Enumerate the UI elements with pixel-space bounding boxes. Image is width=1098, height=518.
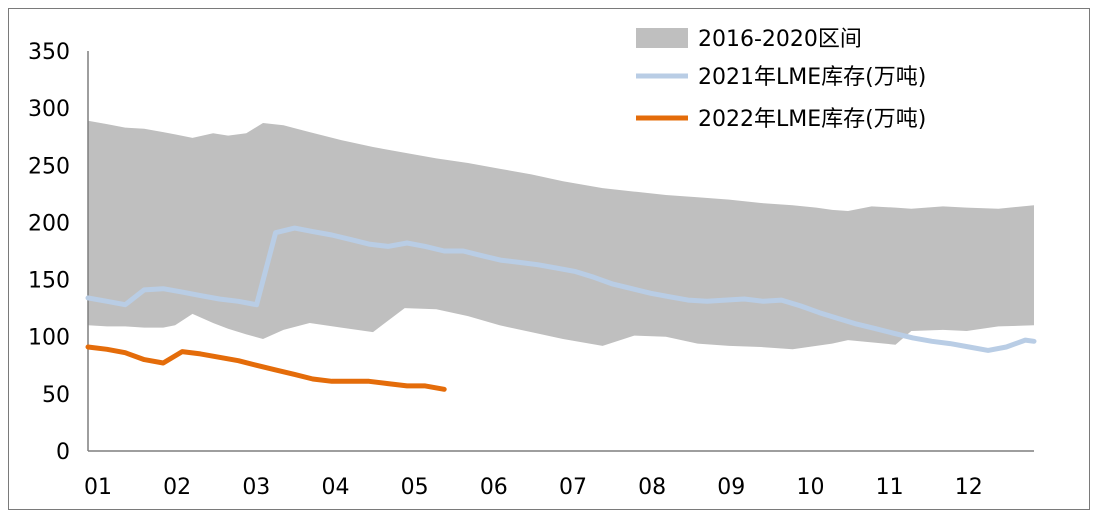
y-tick-label: 50	[42, 383, 70, 408]
x-tick-labels: 01 02 03 04 05 06 07 08 09 10 11 12	[84, 475, 983, 500]
legend-swatch-band	[636, 28, 688, 48]
y-tick-label: 150	[28, 269, 70, 294]
series-line-2022	[85, 344, 447, 392]
y-tick-labels: 0 50 100 150 200 250 300 350	[28, 40, 70, 465]
x-tick-label: 01	[84, 475, 112, 500]
y-tick-label: 350	[28, 40, 70, 65]
series-line-2021	[85, 225, 1037, 353]
legend-label-2021: 2021年LME库存(万吨)	[698, 65, 926, 90]
band-layer	[88, 120, 1034, 350]
line-layer	[85, 225, 1037, 392]
y-tick-label: 250	[28, 154, 70, 179]
x-tick-label: 12	[955, 475, 983, 500]
legend-label-band: 2016-2020区间	[698, 27, 862, 52]
y-tick-label: 0	[56, 440, 70, 465]
x-tick-label: 06	[480, 475, 508, 500]
x-tick-label: 05	[401, 475, 429, 500]
x-tick-label: 10	[796, 475, 824, 500]
x-tick-label: 11	[876, 475, 904, 500]
axis-layer	[87, 51, 1034, 452]
legend: 2016-2020区间 2021年LME库存(万吨) 2022年LME库存(万吨…	[636, 27, 926, 132]
legend-label-2022: 2022年LME库存(万吨)	[698, 107, 926, 132]
chart-frame	[8, 8, 1090, 510]
x-tick-label: 04	[321, 475, 349, 500]
series-band-area	[88, 120, 1034, 350]
x-tick-label: 02	[163, 475, 191, 500]
y-tick-label: 100	[28, 326, 70, 351]
x-tick-label: 08	[638, 475, 666, 500]
y-tick-label: 300	[28, 97, 70, 122]
x-tick-label: 03	[242, 475, 270, 500]
x-tick-label: 07	[559, 475, 587, 500]
x-tick-label: 09	[717, 475, 745, 500]
y-tick-label: 200	[28, 211, 70, 236]
